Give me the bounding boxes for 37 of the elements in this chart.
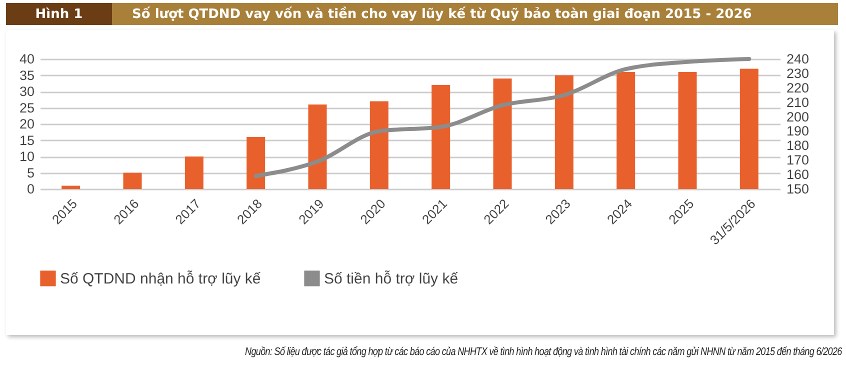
bar: [493, 78, 512, 189]
y-tick-label: 30: [19, 84, 34, 99]
bar: [432, 85, 450, 189]
y-tick-label: 15: [19, 132, 34, 148]
line-series: [254, 57, 752, 178]
text: Hình 1: [6, 3, 112, 25]
bar: [246, 137, 266, 189]
legend-label: Số QTDND nhận hỗ trợ lũy kế: [60, 270, 262, 288]
y2-tick-label: 220: [786, 80, 810, 96]
legend-label: Số tiền hỗ trợ lũy kế: [324, 270, 459, 288]
y2-tick-label: 200: [786, 109, 810, 124]
bar: [308, 104, 327, 189]
bar: [740, 68, 758, 189]
y-tick-label: 10: [19, 149, 34, 164]
y2-tick-label: 190: [786, 124, 810, 139]
bar: [123, 172, 142, 189]
chart-title: Số lượt QTDND vay vốn và tiền cho vay lũy kế từ Quỹ bảo toàn giai đoạn 2015 - 2026: [131, 6, 752, 22]
y2-tick-label: 240: [786, 52, 810, 66]
text: Nguồn: Số liệu được tác giả tổng hợp từ các báo cáo của NHHTX về tình hình hoạt động và tình hình tài chính các năm gửi NHNN từ năm 2015 đến tháng 6/2026: [245, 346, 842, 358]
y2-tick-label: 170: [786, 152, 810, 168]
y2-tick-label: 210: [786, 94, 810, 110]
bar: [554, 75, 574, 189]
y2-tick-label: 150: [786, 182, 810, 196]
bar: [370, 101, 388, 189]
bar: [62, 186, 80, 189]
y2-tick-label: 160: [786, 167, 810, 182]
y-tick-label: 35: [19, 68, 34, 83]
y-tick-label: 40: [19, 52, 34, 66]
y-tick-label: 0: [26, 182, 34, 196]
y2-tick-label: 180: [786, 138, 810, 154]
bar: [616, 72, 636, 189]
y-tick-label: 5: [26, 165, 34, 180]
bar: [678, 72, 697, 189]
y-tick-label: 25: [19, 100, 34, 116]
y-tick-label: 20: [19, 116, 34, 132]
y2-tick-label: 230: [786, 66, 810, 81]
bar: [184, 156, 204, 189]
